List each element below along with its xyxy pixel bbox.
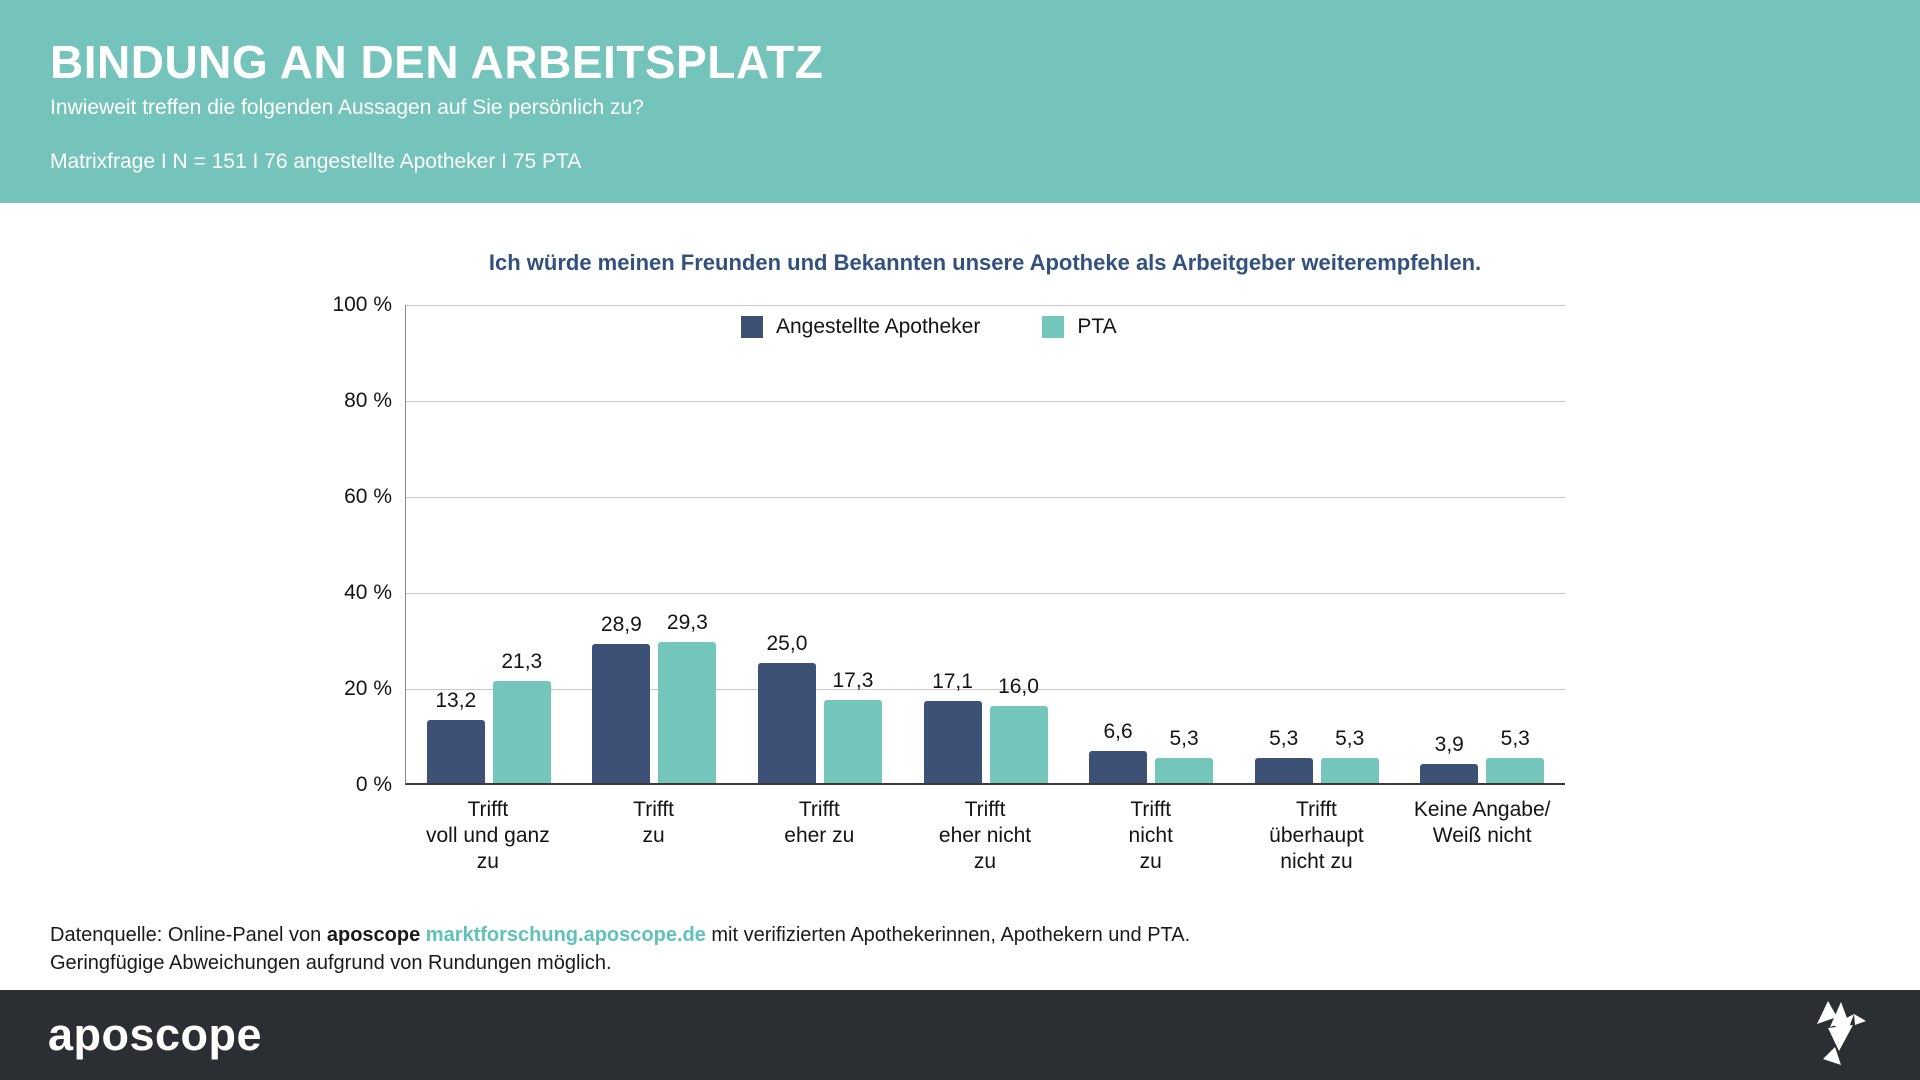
legend-label: Angestellte Apotheker (776, 315, 981, 338)
bar: 5,3 (1155, 727, 1214, 783)
sample-info: Matrixfrage I N = 151 I 76 angestellte A… (50, 150, 582, 173)
bar: 17,3 (823, 669, 882, 783)
gridline (406, 401, 1565, 402)
bar-value-label: 17,3 (832, 668, 874, 692)
source-link[interactable]: marktforschung.aposcope.de (425, 924, 706, 946)
source-line: Datenquelle: Online-Panel von aposcope m… (50, 921, 1190, 949)
bar: 29,3 (658, 611, 717, 783)
bar: 5,3 (1320, 727, 1379, 783)
header-band: BINDUNG AN DEN ARBEITSPLATZ Inwieweit tr… (0, 0, 1920, 203)
y-tick-label: 60 % (344, 485, 392, 508)
chart-title: Ich würde meinen Freunden und Bekannten … (488, 250, 1482, 275)
gridline (406, 305, 1565, 306)
bar: 5,3 (1486, 727, 1545, 783)
bar-value-label: 21,3 (501, 649, 543, 673)
bar-value-label: 25,0 (766, 632, 808, 655)
legend-swatch (1042, 316, 1065, 338)
source-text-suffix: mit verifizierten Apothekerinnen, Apothe… (705, 924, 1191, 946)
bar-value-label: 3,9 (1434, 733, 1464, 757)
source-brand: aposcope (326, 924, 421, 946)
y-tick-label: 20 % (344, 677, 392, 700)
bar-group: 13,2 21,3 (406, 305, 572, 783)
bar-group: 25,0 17,3 (737, 305, 903, 783)
legend-item: PTA (1042, 315, 1117, 339)
bar-group: 28,9 29,3 (572, 305, 738, 783)
x-category-label: Trifft zu (633, 798, 674, 847)
bar-value-label: 5,3 (1269, 726, 1299, 750)
y-tick-label: 40 % (344, 581, 392, 604)
x-category-label: Trifft eher zu (784, 798, 855, 847)
bar: 28,9 (592, 613, 651, 783)
bar: 25,0 (757, 632, 816, 783)
aposcope-logo: aposcope (48, 1009, 263, 1060)
bar-groups: 13,2 21,3 28,9 29,3 25,0 17,3 17,1 16,0 6,6 5,3 5,… (406, 305, 1565, 783)
legend-item: Angestellte Apotheker (741, 315, 980, 339)
bar-group: 17,1 16,0 (903, 305, 1069, 783)
y-axis-tick-labels: 100 % 80 % 60 % 40 % 20 % 0 % (0, 293, 392, 796)
bar-value-label: 13,2 (435, 688, 477, 712)
x-category-label: Keine Angabe/Weiß nicht (1413, 798, 1551, 847)
gridline (406, 497, 1565, 498)
gridline (406, 593, 1565, 594)
page-subtitle: Inwieweit treffen die folgenden Aussagen… (50, 96, 644, 119)
bar-group: 6,6 5,3 (1068, 305, 1234, 783)
y-tick-label: 100 % (332, 293, 392, 316)
bar-value-label: 29,3 (666, 611, 708, 635)
bar-value-label: 5,3 (1169, 726, 1199, 750)
bar: 21,3 (492, 650, 551, 783)
x-category-label: Trifft nicht zu (1128, 798, 1173, 873)
x-category-label: Trifft voll und ganz zu (425, 798, 550, 873)
y-tick-label: 80 % (344, 389, 392, 412)
bar: 13,2 (426, 689, 485, 783)
legend-label: PTA (1077, 315, 1117, 338)
chart-legend: Angestellte Apotheker PTA (741, 315, 1117, 339)
bar-group: 3,9 5,3 (1399, 305, 1565, 783)
source-text-prefix: Datenquelle: Online-Panel von (50, 924, 327, 946)
brand-bar: aposcope (0, 990, 1920, 1080)
bar-value-label: 5,3 (1335, 726, 1365, 750)
x-axis-category-labels: Trifft voll und ganz zu Trifft zu Trifft eher … (405, 797, 1565, 875)
x-category-label: Trifft eher nicht zu (938, 798, 1032, 873)
bar-value-label: 28,9 (600, 613, 642, 637)
x-category-label: Trifft überhaupt nicht zu (1269, 798, 1364, 873)
y-tick-label: 0 % (355, 773, 392, 796)
bar-value-label: 16,0 (998, 675, 1039, 699)
bar-value-label: 6,6 (1103, 720, 1133, 744)
bar: 16,0 (989, 675, 1048, 783)
bar: 5,3 (1254, 727, 1313, 783)
page-title: BINDUNG AN DEN ARBEITSPLATZ (50, 36, 824, 88)
rounding-note: Geringfügige Abweichungen aufgrund von R… (50, 952, 612, 974)
legend-swatch (741, 316, 763, 338)
origami-bird-icon (1817, 1001, 1866, 1065)
bar: 3,9 (1420, 733, 1479, 783)
plot-area: Angestellte Apotheker PTA 13,2 21,3 28,9 29,… (405, 305, 1565, 785)
bar: 17,1 (923, 670, 982, 783)
bar-group: 5,3 5,3 (1234, 305, 1400, 783)
bar: 6,6 (1089, 720, 1148, 783)
bar-value-label: 17,1 (932, 669, 973, 693)
source-note: Datenquelle: Online-Panel von aposcope m… (50, 921, 1190, 977)
gridline (406, 689, 1565, 690)
bar-value-label: 5,3 (1500, 726, 1530, 750)
